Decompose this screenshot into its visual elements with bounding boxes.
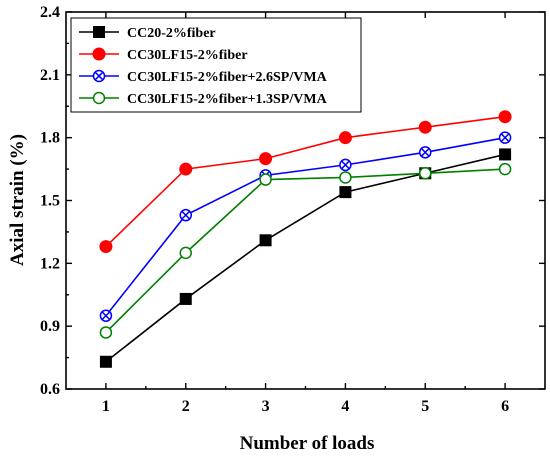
legend-label: CC30LF15-2%fiber+2.6SP/VMA bbox=[127, 70, 328, 85]
y-tick-label: 1.8 bbox=[40, 130, 60, 147]
y-tick-label: 1.5 bbox=[40, 193, 60, 210]
data-point bbox=[339, 171, 352, 184]
data-point bbox=[259, 234, 272, 247]
data-point bbox=[498, 110, 512, 124]
x-tick-label: 1 bbox=[102, 398, 110, 415]
y-axis-title: Axial strain (%) bbox=[7, 134, 28, 266]
x-tick-label: 6 bbox=[501, 398, 509, 415]
series-2 bbox=[99, 110, 512, 254]
plot-area: 1 2 3 4 5 6 0.6 0.9 1.2 1.5 1.8 2.1 2.4 bbox=[40, 4, 546, 415]
data-point bbox=[259, 152, 273, 166]
data-point bbox=[339, 186, 352, 199]
marker-cross-b bbox=[101, 311, 111, 321]
data-point bbox=[498, 162, 512, 176]
marker-cross-b bbox=[94, 71, 104, 81]
data-point bbox=[99, 355, 112, 368]
legend-label: CC30LF15-2%fiber bbox=[127, 48, 248, 63]
marker-cross-b bbox=[420, 147, 430, 157]
marker-cross-b bbox=[181, 210, 191, 220]
legend-item: CC30LF15-2%fiber bbox=[79, 47, 248, 63]
data-point bbox=[99, 326, 113, 339]
legend-marker bbox=[93, 26, 105, 38]
data-point bbox=[259, 173, 272, 186]
series-1 bbox=[99, 148, 512, 368]
y-tick-label: 1.2 bbox=[40, 255, 60, 272]
x-tick-label: 2 bbox=[182, 398, 190, 415]
series-line bbox=[105, 136, 506, 317]
legend-marker bbox=[92, 91, 106, 105]
x-axis-title: Number of loads bbox=[240, 433, 375, 454]
data-point bbox=[99, 309, 113, 322]
legend-label: CC30LF15-2%fiber+1.3SP/VMA bbox=[127, 92, 328, 107]
x-tick-label: 5 bbox=[421, 398, 429, 415]
y-tick-label: 0.6 bbox=[40, 381, 60, 398]
x-tick-label: 4 bbox=[341, 398, 349, 415]
y-tick-label: 0.9 bbox=[40, 318, 60, 335]
data-point bbox=[179, 208, 192, 222]
data-point bbox=[179, 162, 193, 176]
legend-item: CC20-2%fiber bbox=[79, 26, 216, 41]
data-point bbox=[418, 120, 432, 134]
data-point bbox=[499, 148, 512, 161]
series-line bbox=[105, 115, 506, 248]
data-point bbox=[419, 167, 432, 180]
legend-box bbox=[70, 17, 362, 113]
legend: CC20-2%fiber CC30LF15-2%fiber CC30LF15-2%f… bbox=[70, 17, 362, 113]
series-group bbox=[99, 110, 512, 368]
y-tick-label: 2.4 bbox=[40, 4, 60, 21]
series-4 bbox=[99, 162, 512, 339]
marker-cross-b bbox=[340, 160, 350, 170]
legend-item: CC30LF15-2%fiber+2.6SP/VMA bbox=[79, 69, 328, 85]
legend-item: CC30LF15-2%fiber+1.3SP/VMA bbox=[79, 91, 328, 107]
series-line bbox=[105, 168, 506, 334]
legend-marker bbox=[92, 47, 106, 61]
x-tick-label: 3 bbox=[262, 398, 270, 415]
data-point bbox=[179, 292, 192, 305]
legend-marker bbox=[92, 69, 106, 83]
marker-cross-b bbox=[500, 133, 510, 143]
series-3 bbox=[99, 131, 512, 322]
data-point bbox=[99, 240, 113, 254]
series-line bbox=[105, 153, 506, 363]
data-point bbox=[338, 131, 352, 145]
y-tick-label: 2.1 bbox=[40, 67, 60, 84]
data-point bbox=[498, 131, 512, 144]
legend-label: CC20-2%fiber bbox=[127, 26, 216, 41]
data-point bbox=[179, 246, 192, 260]
data-point bbox=[419, 146, 432, 159]
data-point bbox=[339, 158, 352, 172]
